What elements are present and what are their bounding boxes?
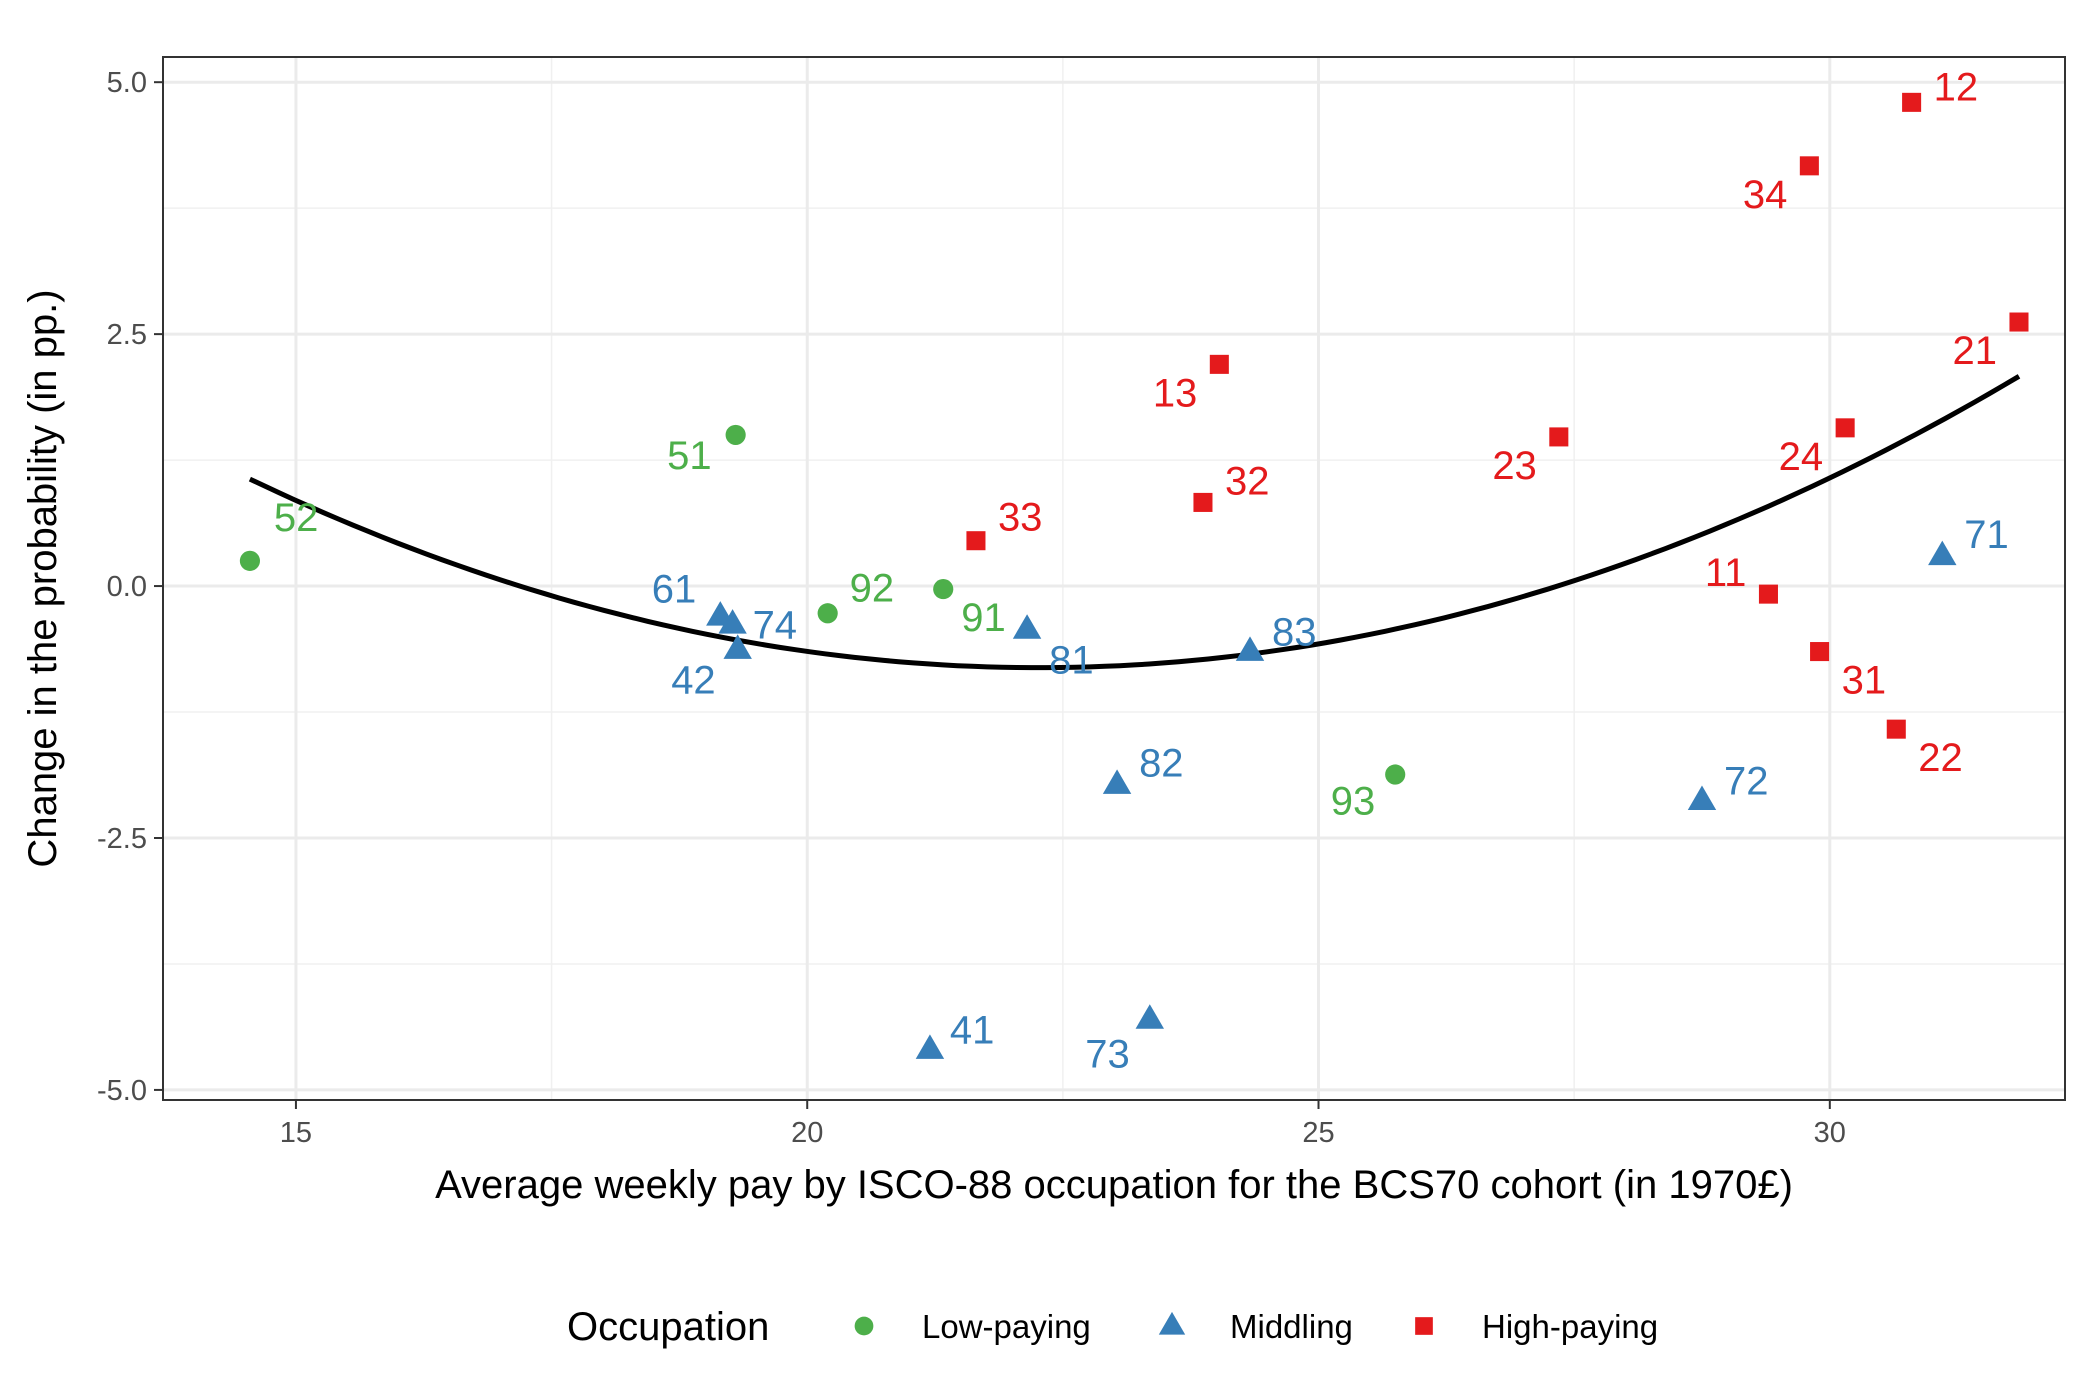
data-point-83 (1235, 636, 1265, 661)
legend-label: Middling (1230, 1308, 1353, 1345)
x-tick-label: 15 (280, 1117, 312, 1149)
point-label-61: 61 (652, 567, 697, 611)
point-label-91: 91 (961, 596, 1006, 640)
data-point-72 (1687, 785, 1717, 811)
point-labels: 52 51 92 91 93 61 74 42 81 83 82 41 73 72 71 33 13 32 23 34… (274, 65, 2009, 1076)
point-label-82: 82 (1139, 742, 1184, 786)
x-axis-ticks: 15 20 25 30 (280, 1100, 1846, 1149)
data-point-91 (933, 579, 954, 600)
x-axis-title: Average weekly pay by ISCO-88 occupation… (435, 1163, 1793, 1207)
point-label-52: 52 (274, 496, 319, 540)
point-label-31: 31 (1842, 659, 1887, 703)
data-points (239, 92, 2029, 1059)
y-tick-label: 5.0 (107, 67, 147, 99)
data-point-52 (239, 550, 260, 571)
point-label-34: 34 (1743, 173, 1788, 217)
data-point-13 (1209, 354, 1229, 374)
data-point-12 (1902, 92, 1922, 112)
data-point-51 (725, 424, 746, 445)
legend-label: Low-paying (922, 1308, 1091, 1345)
point-label-11: 11 (1705, 551, 1747, 595)
point-label-92: 92 (850, 566, 895, 610)
point-label-22: 22 (1918, 736, 1963, 780)
data-point-81 (1012, 614, 1042, 639)
y-tick-label: 0.0 (107, 571, 147, 603)
y-tick-label: 2.5 (107, 319, 147, 351)
data-point-74 (718, 609, 747, 634)
data-point-82 (1102, 769, 1132, 794)
point-label-83: 83 (1272, 611, 1317, 655)
point-label-71: 71 (1964, 513, 2009, 557)
point-label-23: 23 (1492, 444, 1537, 488)
point-label-74: 74 (753, 603, 798, 647)
legend: Occupation Low-paying Middling High-paying (567, 1305, 1658, 1349)
data-point-32 (1193, 492, 1213, 512)
point-label-21: 21 (1952, 329, 1997, 373)
point-label-93: 93 (1331, 780, 1376, 824)
data-point-71 (1928, 540, 1957, 566)
grid-major (163, 57, 2065, 1100)
point-label-32: 32 (1225, 459, 1270, 503)
point-label-41: 41 (950, 1009, 995, 1053)
data-point-24 (1835, 418, 1855, 438)
data-point-22 (1886, 719, 1906, 739)
point-label-73: 73 (1085, 1032, 1130, 1076)
legend-title: Occupation (567, 1305, 769, 1349)
legend-items: Low-paying Middling High-paying (854, 1308, 1658, 1345)
y-tick-label: -2.5 (97, 823, 147, 855)
data-point-11 (1758, 584, 1778, 604)
data-point-33 (966, 531, 986, 551)
point-label-42: 42 (671, 659, 716, 703)
point-label-51: 51 (667, 434, 712, 478)
y-tick-label: -5.0 (97, 1075, 147, 1107)
data-point-21 (2009, 312, 2029, 332)
point-label-13: 13 (1153, 371, 1198, 415)
point-label-33: 33 (998, 496, 1043, 540)
data-point-23 (1549, 427, 1569, 447)
legend-label: High-paying (1482, 1308, 1658, 1345)
quadratic-fit-line (248, 374, 2021, 671)
legend-key-triangle (1158, 1311, 1186, 1335)
point-label-24: 24 (1779, 435, 1824, 479)
y-axis-ticks: 5.0 2.5 0.0 -2.5 -5.0 (97, 67, 163, 1107)
data-point-92 (817, 603, 838, 624)
x-tick-label: 25 (1302, 1117, 1334, 1149)
data-point-73 (1135, 1004, 1165, 1029)
point-label-81: 81 (1049, 638, 1094, 682)
point-label-72: 72 (1724, 760, 1769, 804)
data-point-34 (1799, 156, 1819, 176)
point-label-12: 12 (1934, 65, 1979, 109)
x-tick-label: 30 (1814, 1117, 1846, 1149)
x-tick-label: 20 (791, 1117, 823, 1149)
legend-key-circle (854, 1316, 874, 1336)
data-point-41 (915, 1034, 945, 1059)
panel-border (162, 56, 2066, 1101)
y-axis-title: Change in the probability (in pp.) (21, 289, 65, 867)
data-point-31 (1810, 642, 1830, 662)
legend-key-square (1415, 1317, 1433, 1335)
data-point-42 (723, 634, 752, 659)
data-point-93 (1385, 764, 1406, 785)
